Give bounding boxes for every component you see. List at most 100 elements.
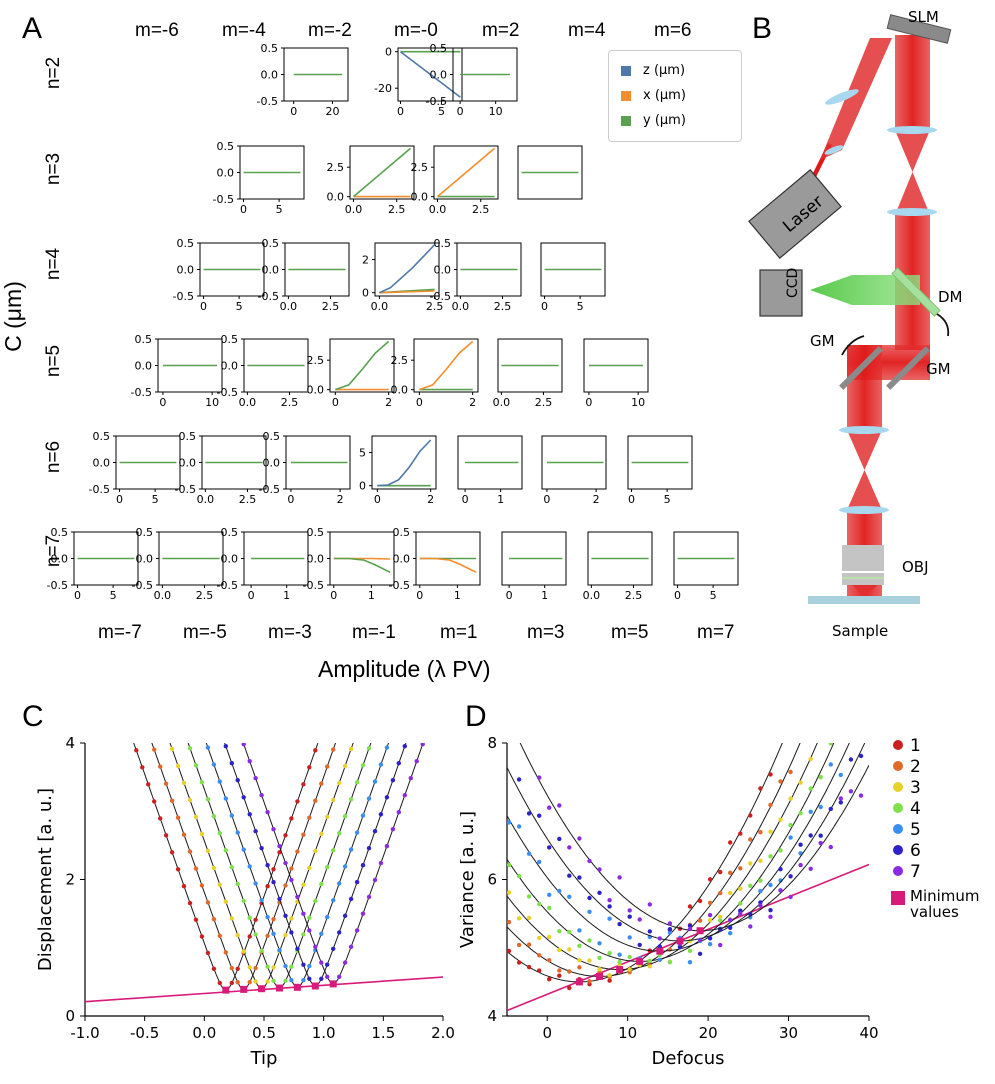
data-point bbox=[728, 870, 733, 875]
y-tick-label: 0.5 bbox=[177, 237, 195, 250]
m-label-top: m=2 bbox=[482, 20, 520, 41]
data-point bbox=[259, 793, 264, 798]
data-point bbox=[758, 878, 763, 883]
data-point bbox=[557, 968, 562, 973]
data-point bbox=[223, 744, 228, 749]
fluorescence-beam bbox=[810, 275, 920, 305]
data-point bbox=[307, 815, 312, 820]
data-point bbox=[319, 881, 324, 887]
subplot-n2-m2: 0 10 0.5 0.0 -0.5 bbox=[426, 42, 518, 118]
data-point bbox=[283, 883, 288, 888]
data-point bbox=[175, 867, 181, 872]
x-tick-label: 0 bbox=[585, 396, 592, 409]
data-point bbox=[687, 926, 693, 932]
data-point bbox=[134, 748, 139, 753]
data-point bbox=[283, 963, 288, 969]
panel-a-xlabel: Amplitude (λ PV) bbox=[318, 656, 491, 682]
data-point bbox=[808, 809, 813, 814]
x-tick-label: 0 bbox=[200, 300, 207, 313]
subplot-n6-m-6: 0 5 0.5 0.0 -0.5 bbox=[89, 430, 181, 506]
data-point bbox=[205, 950, 211, 956]
data-point bbox=[707, 912, 713, 918]
data-point bbox=[818, 775, 823, 780]
x-tick-label: 2.5 bbox=[281, 396, 299, 409]
y-axis-label: Variance [a. u.] bbox=[460, 811, 478, 948]
y-tick-label: 0.5 bbox=[307, 526, 325, 539]
series-line bbox=[436, 147, 496, 198]
x-tick-label: 0 bbox=[416, 396, 423, 409]
data-point bbox=[319, 960, 324, 965]
data-point bbox=[768, 802, 773, 808]
data-point bbox=[707, 877, 713, 882]
data-point bbox=[617, 952, 622, 957]
data-point bbox=[818, 833, 823, 838]
series-line bbox=[377, 439, 432, 487]
m-label-bottom: m=1 bbox=[440, 622, 478, 643]
data-point bbox=[289, 964, 294, 969]
data-point bbox=[607, 973, 612, 978]
x-tick-label: 40 bbox=[859, 1024, 878, 1042]
data-point bbox=[547, 977, 552, 982]
data-point bbox=[337, 881, 342, 886]
x-tick-label: -0.5 bbox=[130, 1024, 159, 1042]
data-point bbox=[768, 829, 773, 834]
lens bbox=[839, 426, 889, 434]
x-tick-label: 2.5 bbox=[196, 589, 214, 602]
data-point bbox=[557, 947, 562, 953]
data-point bbox=[313, 748, 318, 753]
data-point bbox=[758, 888, 763, 894]
subplot-n4-m-2: 0.0 2.50.50.0-0.5 bbox=[258, 237, 350, 313]
data-point bbox=[360, 813, 366, 818]
data-point bbox=[247, 759, 252, 764]
data-point bbox=[420, 743, 425, 747]
data-point bbox=[798, 780, 803, 785]
data-point bbox=[271, 879, 276, 885]
data-point bbox=[587, 958, 592, 963]
data-point bbox=[627, 954, 632, 960]
subplot-frame bbox=[374, 242, 440, 297]
data-point bbox=[778, 817, 783, 822]
data-point bbox=[768, 882, 773, 888]
data-point bbox=[627, 935, 632, 940]
minimum-marker bbox=[696, 927, 704, 935]
data-point bbox=[205, 745, 211, 750]
data-point bbox=[567, 985, 572, 991]
data-point bbox=[337, 780, 342, 786]
x-axis-label: Tip bbox=[250, 1048, 278, 1069]
lens bbox=[825, 89, 859, 105]
data-point bbox=[657, 957, 662, 962]
data-point bbox=[557, 888, 562, 894]
data-point bbox=[567, 873, 572, 878]
data-point bbox=[748, 924, 753, 929]
data-point bbox=[289, 866, 294, 871]
data-point bbox=[788, 796, 793, 801]
data-point bbox=[577, 965, 582, 970]
y-tick-label: 0.0 bbox=[177, 264, 195, 277]
data-point bbox=[313, 898, 318, 904]
data-point bbox=[818, 804, 823, 810]
data-point bbox=[331, 848, 336, 853]
subplot-n7-m5: 0.0 2.5 bbox=[583, 531, 653, 602]
data-point bbox=[687, 960, 693, 965]
data-point bbox=[307, 915, 312, 920]
x-tick-label: 0 bbox=[290, 105, 297, 118]
data-point bbox=[259, 898, 264, 903]
data-point bbox=[354, 830, 360, 835]
data-point bbox=[366, 846, 372, 851]
data-point bbox=[307, 865, 312, 871]
slm-label: SLM bbox=[908, 8, 939, 26]
data-point bbox=[271, 867, 276, 872]
series-line bbox=[352, 147, 412, 198]
data-point bbox=[366, 796, 372, 801]
data-point bbox=[738, 831, 743, 836]
legend-entry-y: y (μm) bbox=[621, 113, 686, 128]
x-tick-label: 2 bbox=[593, 493, 600, 506]
data-point bbox=[331, 747, 336, 752]
data-point bbox=[718, 918, 723, 923]
data-point bbox=[808, 756, 813, 762]
y-tick-label: -0.5 bbox=[257, 95, 278, 108]
data-point bbox=[181, 780, 187, 786]
data-point bbox=[175, 763, 181, 769]
